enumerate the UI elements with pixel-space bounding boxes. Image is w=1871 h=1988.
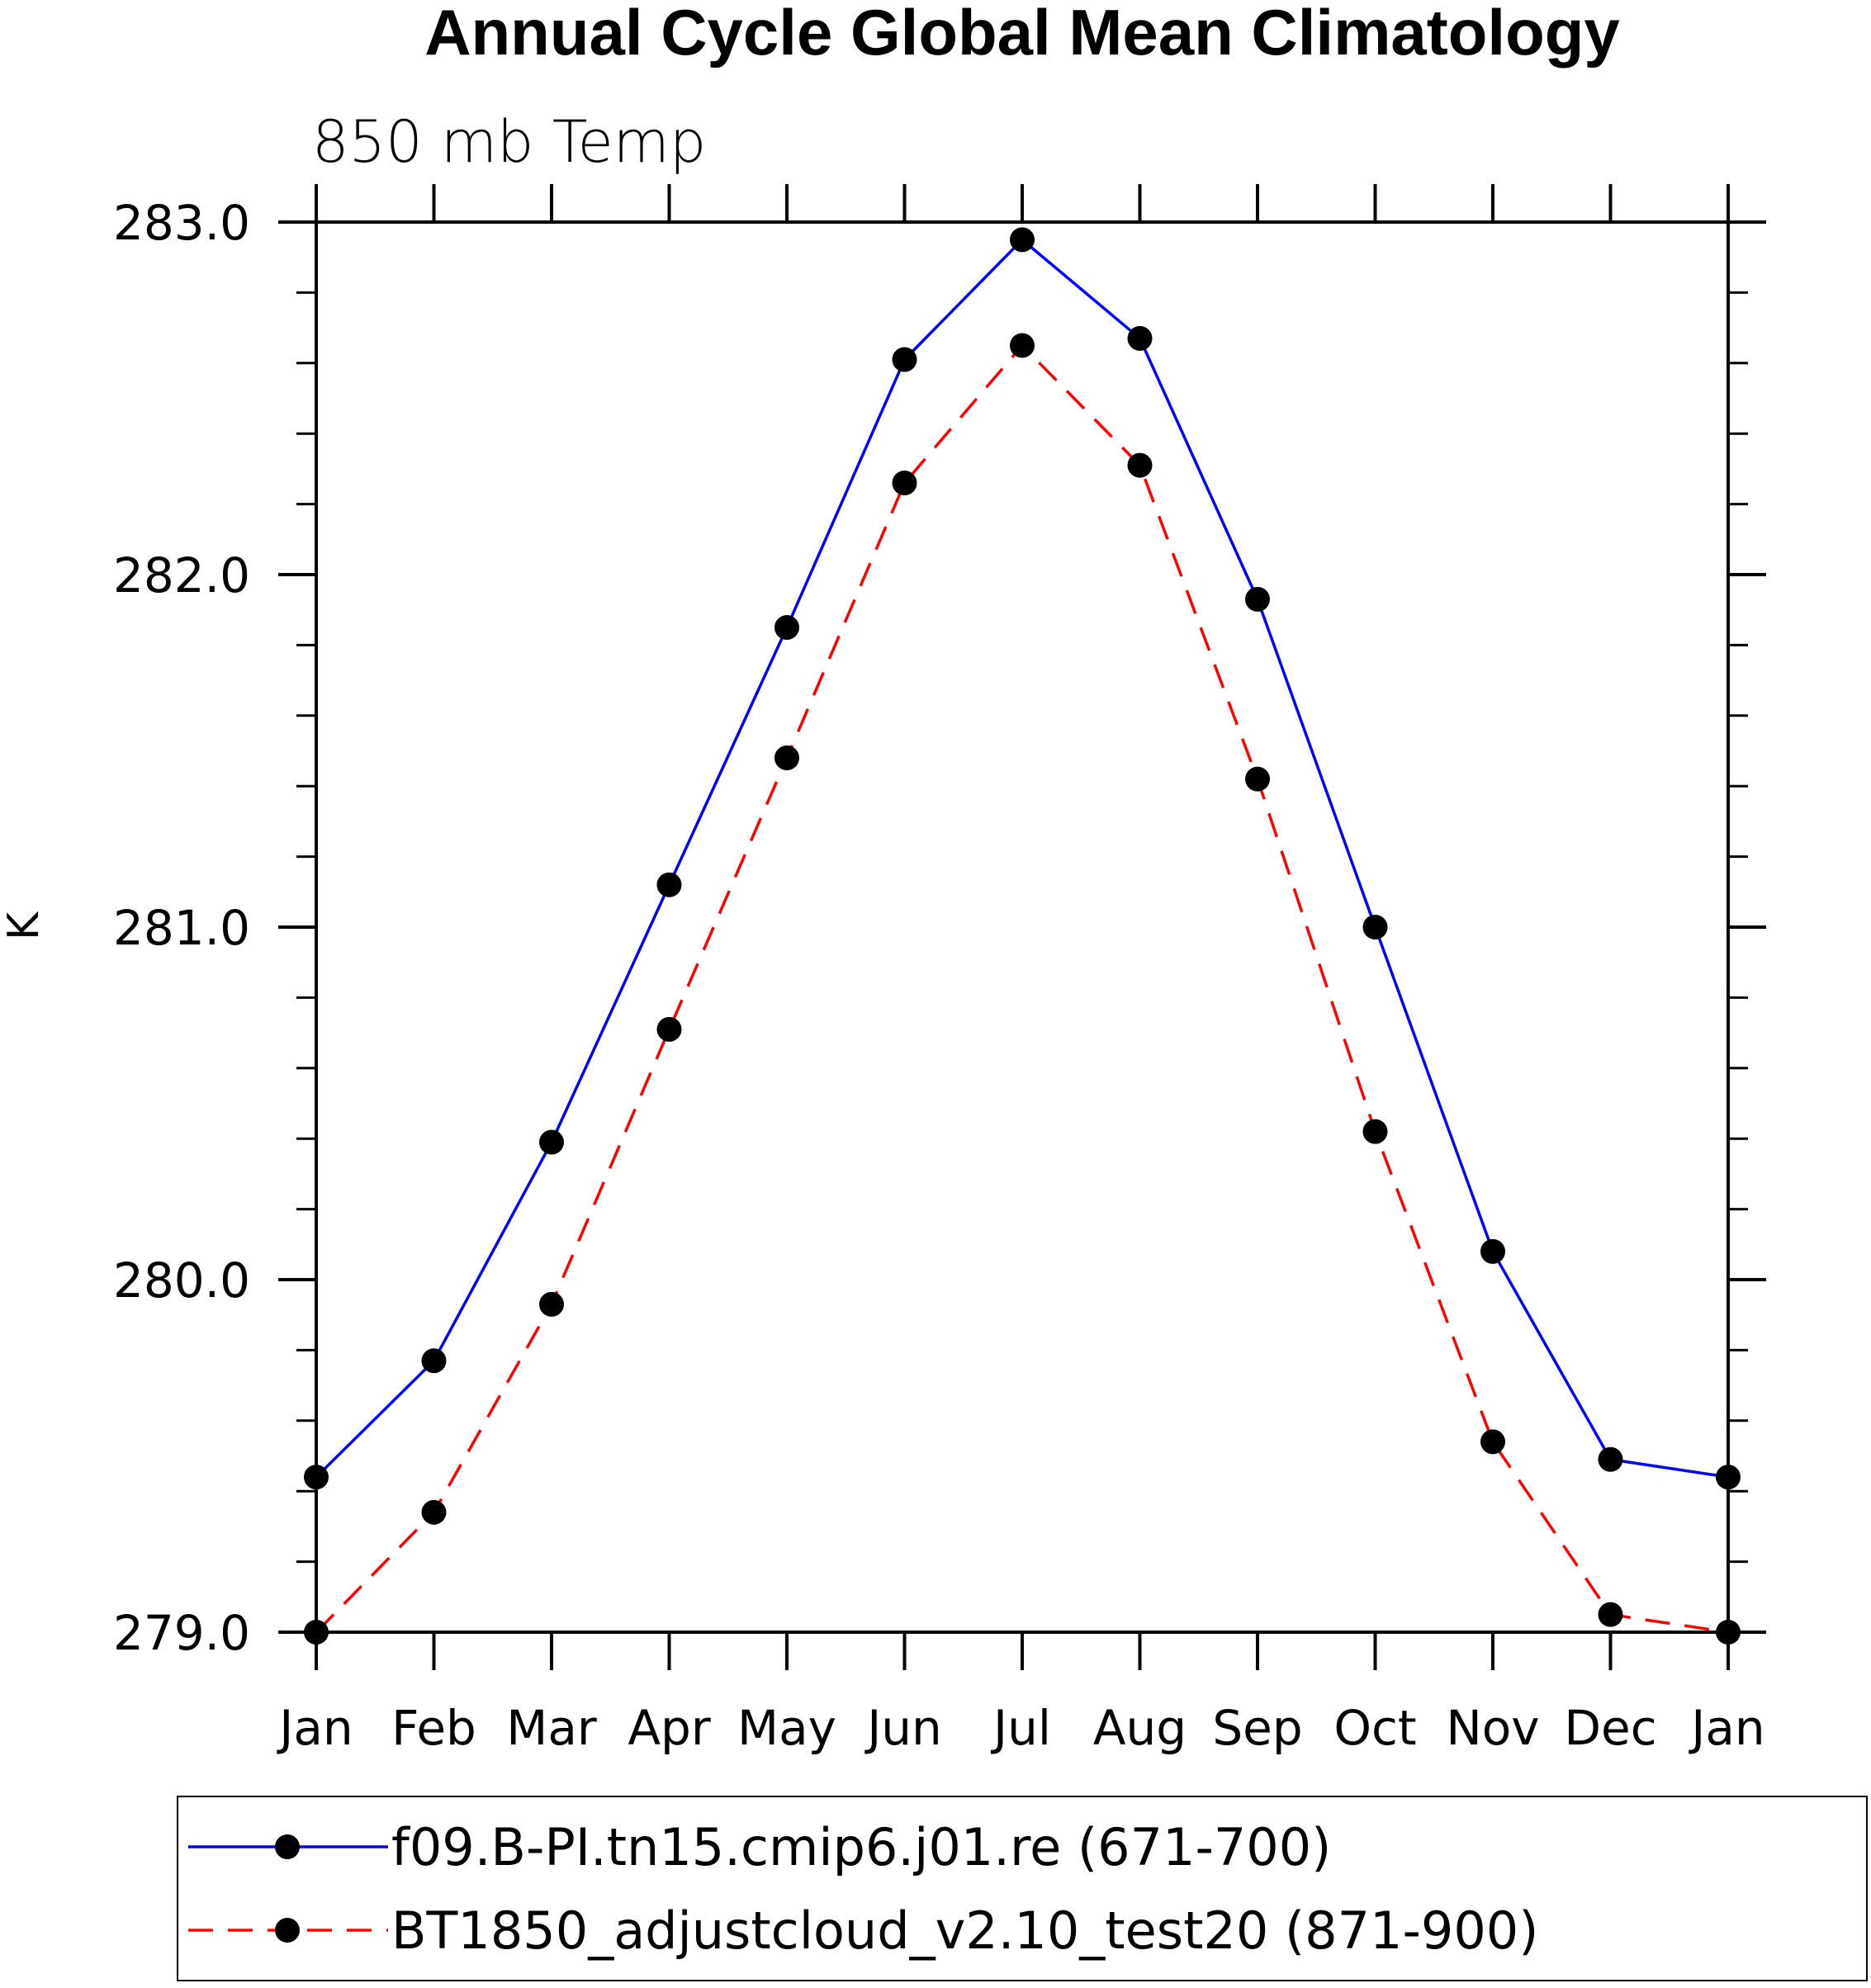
series-2-point — [421, 1499, 447, 1525]
series-line-1 — [315, 238, 1729, 1479]
x-tick-label: Nov — [1446, 1700, 1539, 1756]
series-2-point — [892, 470, 917, 495]
series-1-point — [1245, 586, 1270, 612]
legend-label-1: f09.B-PI.tn15.cmip6.j01.re (671-700) — [391, 1817, 1331, 1877]
x-tick-label: May — [737, 1700, 836, 1756]
x-tick-label: Dec — [1564, 1700, 1656, 1756]
series-1-point — [1010, 227, 1035, 253]
legend-marker-2 — [275, 1918, 300, 1943]
legend-marker-1 — [275, 1834, 300, 1859]
series-2-point — [1127, 452, 1153, 478]
series-2-point — [304, 1620, 329, 1645]
series-1-point — [1480, 1238, 1505, 1264]
series-1-point — [1716, 1465, 1741, 1490]
chart-subtitle: 850 mb Temp — [312, 108, 706, 176]
series-1-point — [892, 347, 917, 372]
series-1-point — [774, 615, 799, 641]
x-tick-label: Mar — [506, 1700, 597, 1756]
x-tick-label: Apr — [628, 1700, 710, 1756]
series-1-point — [1598, 1446, 1623, 1472]
series-1-point — [421, 1348, 447, 1374]
legend: f09.B-PI.tn15.cmip6.j01.re (671-700) BT18… — [177, 1796, 1868, 1981]
series-line-2 — [315, 343, 1729, 1634]
y-tick-label: 279.0 — [113, 1605, 250, 1661]
series-2-point — [1716, 1620, 1741, 1645]
series-2-point — [1598, 1602, 1623, 1627]
x-tick-label: Feb — [391, 1700, 476, 1756]
x-tick-label: Aug — [1093, 1700, 1187, 1756]
y-tick-label: 281.0 — [113, 900, 250, 956]
plot-area: Jan Feb Mar Apr May Jun Jul Aug Sep Oct Nov Dec Jan 2… — [113, 184, 1766, 1756]
series-1-point — [539, 1129, 564, 1155]
y-tick-label: 280.0 — [113, 1252, 250, 1309]
y-axis-label: K — [0, 911, 49, 940]
legend-box — [177, 1796, 1868, 1981]
series-2-point — [1480, 1429, 1505, 1455]
series-1-point — [304, 1465, 329, 1490]
legend-label-2: BT1850_adjustcloud_v2.10_test20 (871-900… — [391, 1900, 1538, 1961]
x-tick-label: Jul — [991, 1700, 1051, 1756]
series-2-point — [1010, 333, 1035, 358]
x-tick-label: Jun — [864, 1700, 942, 1756]
y-tick-label: 283.0 — [113, 195, 250, 251]
series-2-point — [539, 1291, 564, 1317]
series-1-point — [1127, 325, 1153, 351]
y-tick-label: 282.0 — [113, 547, 250, 604]
chart-title: Annual Cycle Global Mean Climatology — [424, 0, 1620, 69]
x-tick-label: Oct — [1333, 1700, 1416, 1756]
series-2-point — [656, 1016, 682, 1042]
x-tick-label: Sep — [1212, 1700, 1302, 1756]
series-2-point — [774, 746, 799, 771]
series-1-point — [1362, 915, 1388, 940]
series-2-point — [1362, 1119, 1388, 1144]
x-tick-label: Jan — [1689, 1700, 1764, 1756]
series-2-point — [1245, 766, 1270, 792]
series-1-point — [656, 872, 682, 897]
plot-frame — [315, 220, 1730, 1634]
x-tick-label: Jan — [277, 1700, 353, 1756]
